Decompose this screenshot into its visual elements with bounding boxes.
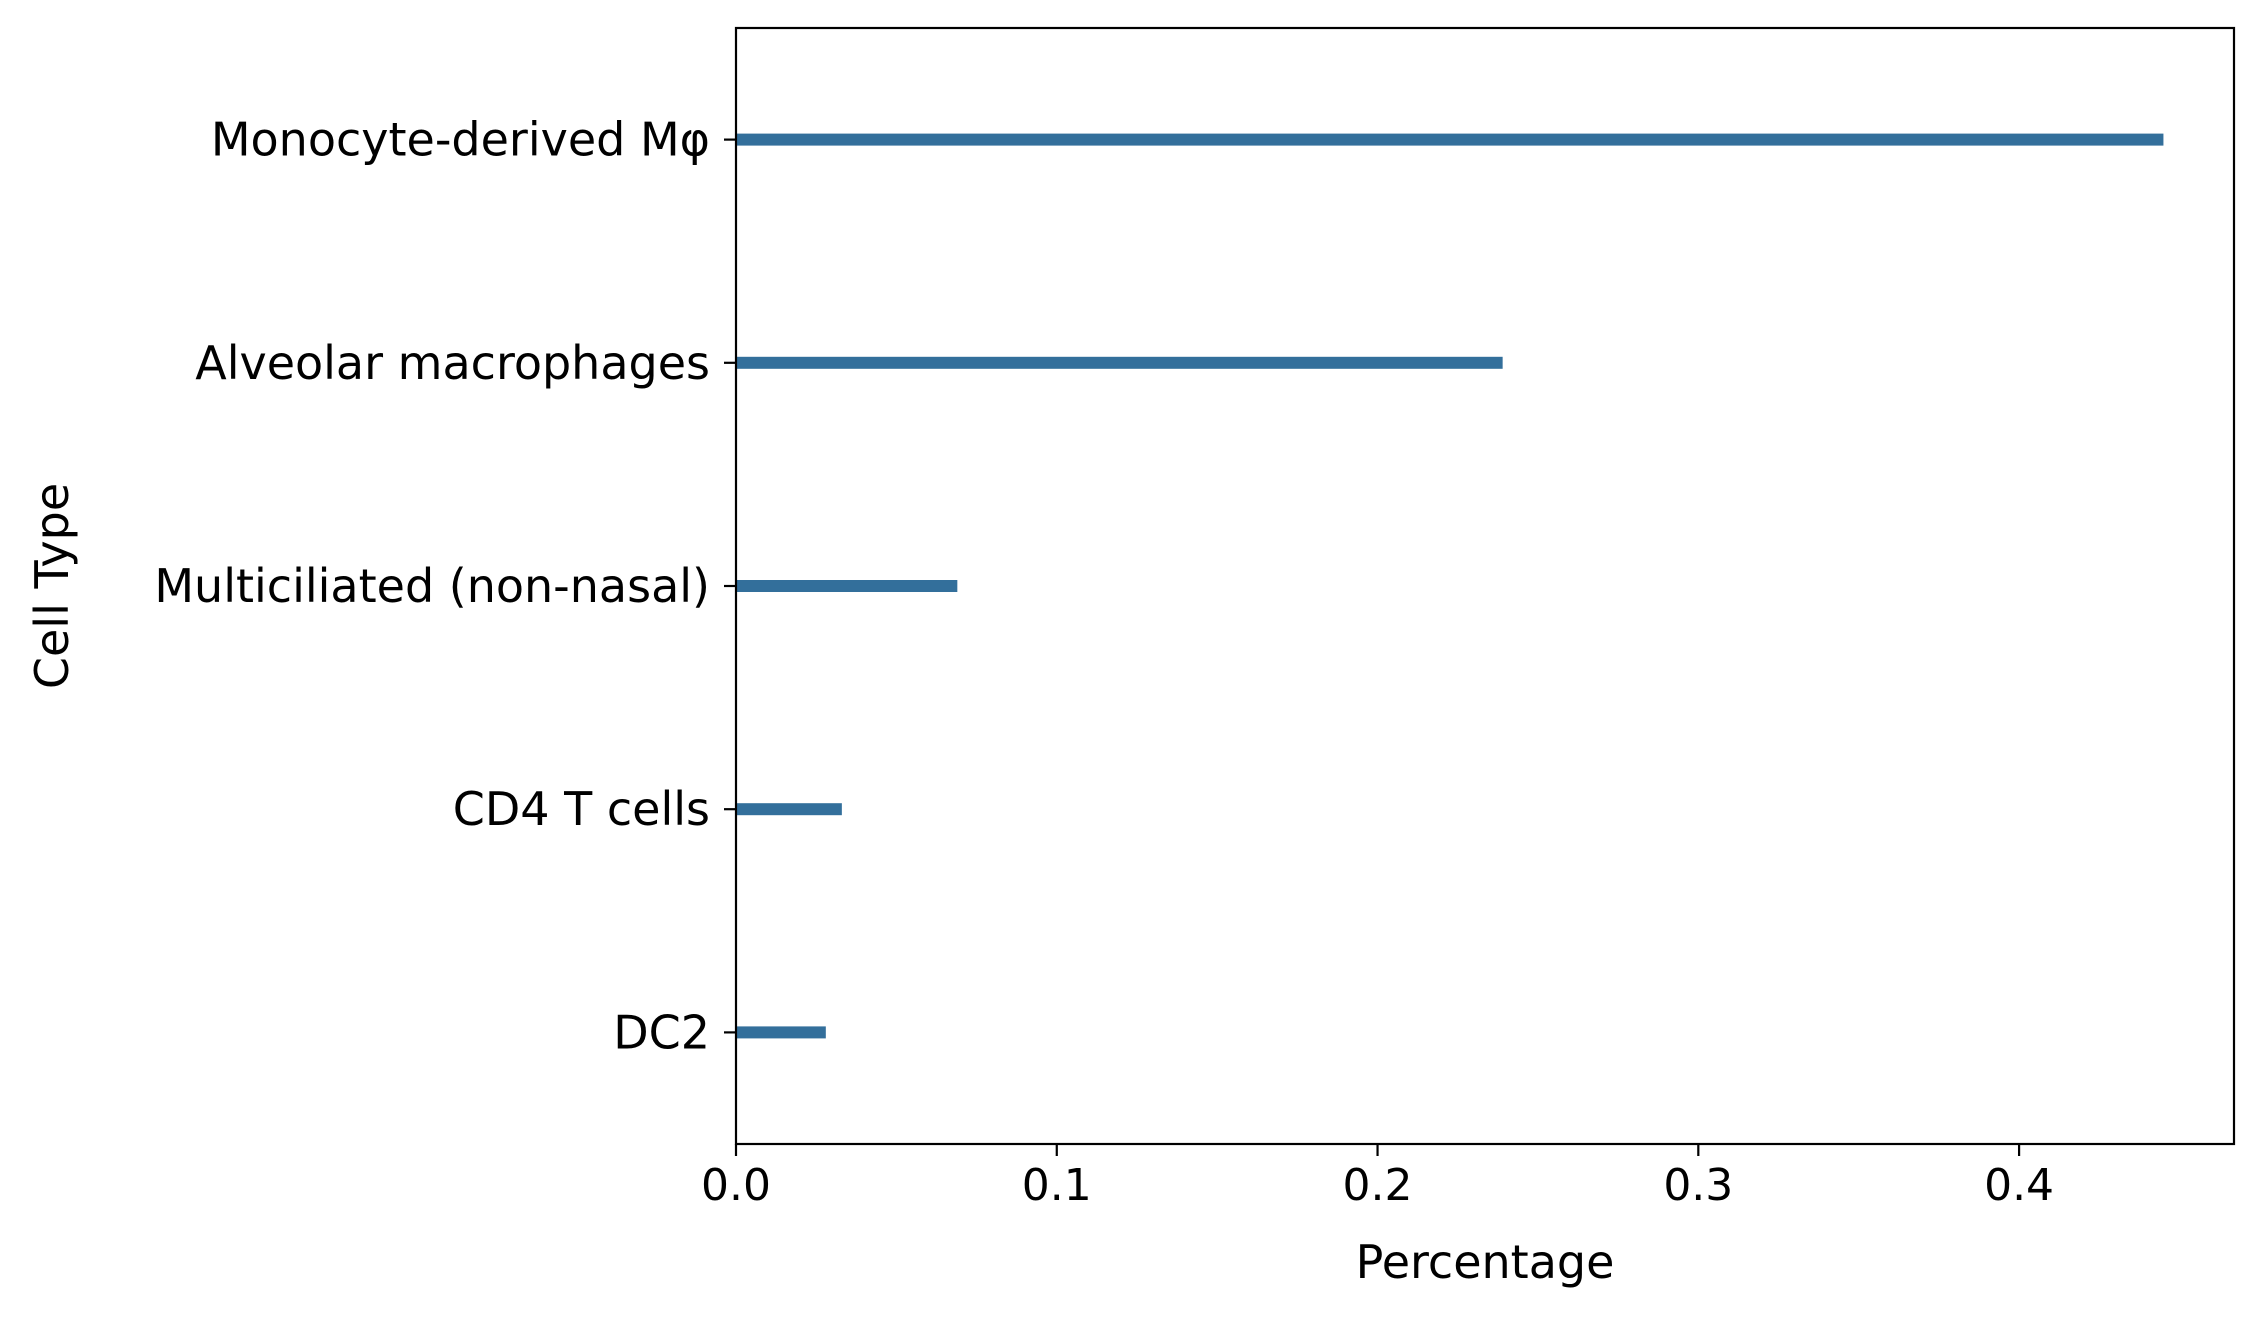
x-tick-label: 0.3: [1663, 1160, 1733, 1211]
x-tick-label: 0.4: [1984, 1160, 2054, 1211]
y-tick-label: Monocyte-derived Mφ: [211, 113, 710, 167]
x-tick-label: 0.1: [1022, 1160, 1092, 1211]
bar: [736, 1026, 826, 1039]
x-tick-label: 0.2: [1343, 1160, 1413, 1211]
x-tick-label: 0.0: [701, 1160, 771, 1211]
bar: [736, 133, 2164, 146]
bar: [736, 580, 958, 592]
y-tick-label: CD4 T cells: [453, 782, 710, 836]
ticks-layer: Monocyte-derived Mφ Alveolar macrophages M…: [154, 113, 2054, 1211]
y-axis-label: Cell Type: [25, 483, 79, 689]
bar: [736, 356, 1503, 369]
bars-layer: [736, 133, 2164, 1039]
plot-frame: [734, 26, 2236, 1146]
y-tick-label: DC2: [613, 1005, 710, 1059]
y-tick-label: Multiciliated (non-nasal): [154, 559, 710, 613]
x-axis-label: Percentage: [1356, 1235, 1615, 1289]
y-tick-label: Alveolar macrophages: [195, 336, 710, 390]
bar: [736, 803, 842, 816]
